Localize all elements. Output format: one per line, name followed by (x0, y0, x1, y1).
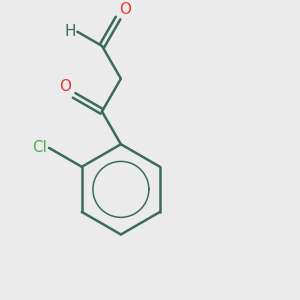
Text: H: H (64, 24, 76, 39)
Text: O: O (119, 2, 131, 16)
Text: Cl: Cl (32, 140, 47, 155)
Text: O: O (59, 79, 71, 94)
